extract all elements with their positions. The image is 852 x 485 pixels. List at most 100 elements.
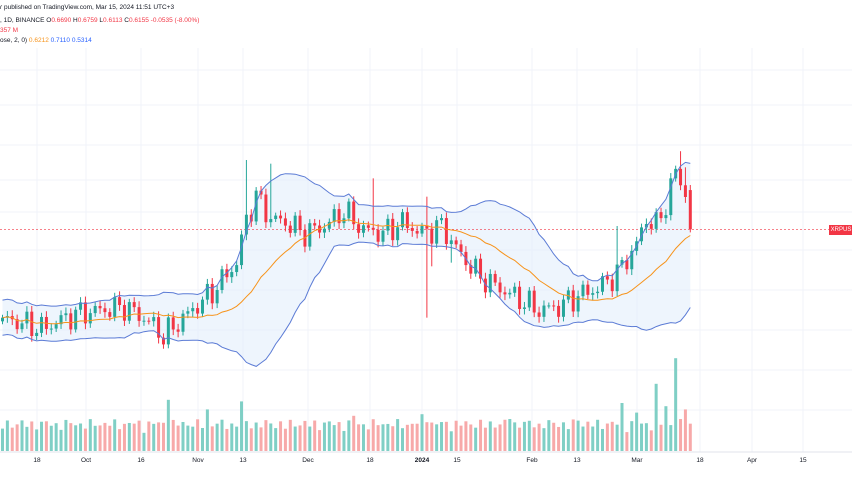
volume-bar xyxy=(205,409,209,451)
volume-bar xyxy=(283,428,287,451)
candle xyxy=(557,300,561,323)
volume-bar xyxy=(171,419,175,451)
candle xyxy=(74,306,78,333)
symbol-prefix: , 1D, BINANCE xyxy=(0,17,45,24)
candle xyxy=(640,223,644,246)
volume-bar xyxy=(122,423,126,451)
candle xyxy=(630,245,634,276)
volume-bar xyxy=(200,428,204,451)
volume-bar xyxy=(244,421,248,451)
candle-body xyxy=(264,194,268,223)
candle xyxy=(152,311,156,327)
candle-body xyxy=(410,227,414,231)
volume-bar xyxy=(259,427,263,451)
volume-bar xyxy=(230,423,234,451)
candle-body xyxy=(566,290,570,300)
volume-bar xyxy=(1,428,4,451)
candle-body xyxy=(625,260,629,270)
candle-body xyxy=(547,305,551,307)
candle-body xyxy=(532,290,536,313)
candle-body xyxy=(454,240,458,245)
x-tick-label: 15 xyxy=(453,457,461,464)
candle xyxy=(527,287,531,311)
volume-bar xyxy=(469,424,473,451)
bollinger-label: ose, 2, 0) xyxy=(0,37,28,44)
candle-body xyxy=(30,311,34,336)
volume-bar xyxy=(610,421,614,451)
x-tick-label: Nov xyxy=(192,457,204,464)
candle-body xyxy=(581,284,585,297)
candle xyxy=(381,226,385,246)
candle xyxy=(79,297,83,315)
candle-body xyxy=(557,305,561,317)
volume-bar xyxy=(371,419,375,451)
volume-bar xyxy=(547,420,551,451)
candle-body xyxy=(308,223,312,247)
candle xyxy=(332,204,336,227)
volume-bar xyxy=(15,424,19,451)
candle-body xyxy=(288,225,292,233)
volume-bar xyxy=(186,425,190,451)
candle xyxy=(649,218,653,235)
candle xyxy=(591,287,595,301)
candle xyxy=(313,218,317,230)
candle-body xyxy=(352,201,356,225)
volume-bar xyxy=(347,420,351,451)
candle-body xyxy=(93,305,97,314)
volume-bar xyxy=(118,429,122,451)
volume-bar xyxy=(635,412,639,451)
volume-bar xyxy=(210,426,214,451)
volume-bar xyxy=(59,429,63,451)
volume-bar xyxy=(440,422,444,451)
candle xyxy=(59,310,63,329)
candle-body xyxy=(127,302,131,321)
candle-body xyxy=(386,218,390,231)
volume-bar xyxy=(596,419,600,451)
volume-bar xyxy=(113,419,117,451)
candle xyxy=(25,306,29,329)
volume-bar xyxy=(454,420,458,451)
candle-body xyxy=(571,290,575,312)
volume-bar xyxy=(571,419,575,451)
candle-body xyxy=(493,273,497,283)
volume-bar xyxy=(659,424,663,451)
volume-bar xyxy=(669,425,673,451)
volume-bar xyxy=(191,426,195,451)
candle-body xyxy=(513,286,517,293)
candle xyxy=(620,256,624,268)
candle-body xyxy=(630,250,634,270)
candle xyxy=(371,178,375,236)
volume-bar xyxy=(157,422,161,451)
candle-body xyxy=(357,224,361,233)
candle xyxy=(20,319,24,333)
volume-bar xyxy=(552,422,556,451)
volume-bar xyxy=(444,421,448,451)
candle xyxy=(49,323,53,335)
candle-body xyxy=(283,218,287,226)
candle-body xyxy=(215,289,219,304)
candle xyxy=(552,300,556,312)
volume-bar xyxy=(605,423,609,451)
close-label: C xyxy=(124,17,129,24)
candle-body xyxy=(98,305,102,309)
candle xyxy=(157,311,161,344)
candle-body xyxy=(274,215,278,220)
volume-bar xyxy=(591,426,595,451)
candle xyxy=(561,294,565,322)
candle xyxy=(200,296,204,317)
candle xyxy=(396,221,400,246)
candle xyxy=(488,269,492,298)
volume-bar xyxy=(391,426,395,451)
x-tick-label: 15 xyxy=(799,457,807,464)
volume-bar xyxy=(400,428,404,451)
candle xyxy=(435,215,439,248)
candle xyxy=(88,308,92,328)
candle-body xyxy=(435,220,439,244)
volume-bar xyxy=(318,430,322,451)
candle xyxy=(391,213,395,246)
candle xyxy=(93,302,97,317)
volume-bar xyxy=(508,419,512,451)
candle-body xyxy=(371,227,375,230)
candle-body xyxy=(498,282,502,293)
